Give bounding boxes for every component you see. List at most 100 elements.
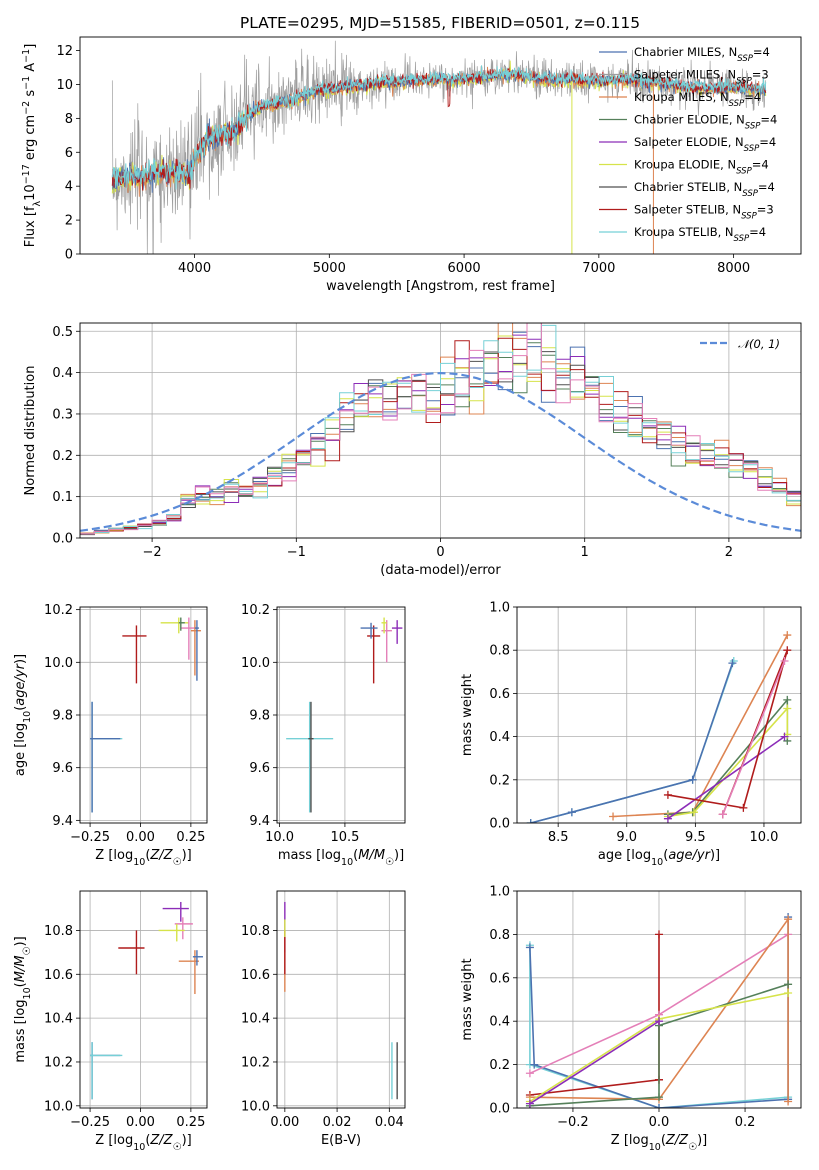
label-part: )] xyxy=(182,848,192,863)
series-point-marker xyxy=(783,631,792,640)
legend-tail: =4 xyxy=(753,45,770,59)
x-axis-label: age [log10(age/yr)] xyxy=(598,848,720,868)
legend-tail: =4 xyxy=(752,158,769,172)
errorbar-group xyxy=(90,901,203,1100)
label-part: )] xyxy=(710,848,720,863)
label-part: age [log xyxy=(598,848,651,863)
x-tick-label: 0.00 xyxy=(126,830,155,845)
label-part: mass [log xyxy=(278,848,341,863)
legend-tail: =4 xyxy=(744,90,761,104)
label-part: A xyxy=(23,63,38,76)
x-axis-label: Z [log10(Z/Z☉)] xyxy=(95,1133,191,1153)
label-part: mass [log xyxy=(13,999,28,1062)
y-tick-label: 0.8 xyxy=(489,644,510,659)
y-tick-label: 12 xyxy=(56,44,73,59)
series-point-marker xyxy=(609,812,618,821)
label-part: ( xyxy=(13,982,28,987)
panel-spectrum: 4000 5000 6000 7000 8000 0 2 4 6 8 10 12 Chabrier MI… xyxy=(21,36,802,294)
legend-sub: SSP xyxy=(744,144,760,154)
legend-entry: Kroupa MILES, NSSP=4 xyxy=(634,90,761,109)
label-part: Z/Z xyxy=(665,1133,689,1148)
series-line xyxy=(530,662,734,823)
y-tick-label: 6 xyxy=(65,146,73,161)
x-tick-label: 10.0 xyxy=(749,830,778,845)
x-tick-label: 0.0 xyxy=(649,1115,670,1130)
y-tick-label: 10.0 xyxy=(44,656,73,671)
label-part: Z/Z xyxy=(149,1133,173,1148)
series-line xyxy=(722,660,786,815)
series-point-marker xyxy=(784,915,793,924)
label-part: 10 xyxy=(341,857,353,868)
y-tick-label: 0.8 xyxy=(489,928,510,943)
legend-entry: Salpeter ELODIE, NSSP=4 xyxy=(634,135,776,154)
legend-text: Kroupa MILES, N xyxy=(634,90,729,104)
series-line xyxy=(612,634,789,818)
legend-sub: SSP xyxy=(729,99,745,109)
label-part: λ xyxy=(32,200,43,206)
label-part: 10 xyxy=(133,1142,145,1153)
series-point-marker xyxy=(780,732,789,741)
series-point-marker xyxy=(525,943,534,952)
histogram-step-line xyxy=(80,331,801,535)
x-axis-label: mass [log10(M/M☉)] xyxy=(278,848,404,868)
legend-sub: SSP xyxy=(736,167,752,177)
label-part: ( xyxy=(661,1133,666,1148)
x-tick-label: 10.0 xyxy=(265,830,294,845)
y-axis-label: Normed distribution xyxy=(23,366,38,496)
series-point-marker xyxy=(663,814,672,823)
series-point-marker xyxy=(780,657,789,665)
label-part: )] xyxy=(13,936,28,946)
x-tick-label: 0.25 xyxy=(176,830,205,845)
legend-tail: =4 xyxy=(759,135,776,149)
spectrum-lines xyxy=(111,40,767,254)
series-point-marker xyxy=(530,1060,539,1069)
x-axis-label: Z [log10(Z/Z☉)] xyxy=(611,1133,707,1153)
legend-text: Chabrier ELODIE, N xyxy=(634,113,745,127)
y-tick-label: 2 xyxy=(65,214,73,229)
series-line xyxy=(529,983,789,1107)
x-tick-label: 0.04 xyxy=(375,1115,404,1130)
y-tick-label: 1.0 xyxy=(489,601,510,616)
y-axis-label: mass weight xyxy=(460,674,475,756)
series-point-marker xyxy=(655,1017,663,1026)
axes-frame xyxy=(516,890,802,1109)
figure-title: PLATE=0295, MJD=51585, FIBERID=0501, z=0… xyxy=(240,14,640,32)
histogram-step-line xyxy=(80,342,801,535)
series-point-marker xyxy=(718,810,727,819)
histogram-group xyxy=(80,323,801,536)
errorbar-group xyxy=(284,901,398,1100)
x-tick-label: 0.25 xyxy=(176,1115,205,1130)
x-tick-label: 4000 xyxy=(178,261,211,276)
series-point-marker xyxy=(663,790,672,799)
x-tick-label: 8.5 xyxy=(548,830,569,845)
y-tick-label: 10.8 xyxy=(241,924,270,939)
label-part: Z/Z xyxy=(149,848,173,863)
y-tick-label: 0.6 xyxy=(489,971,510,986)
label-part: 10 xyxy=(23,184,38,201)
series-point-marker xyxy=(784,980,793,989)
series-point-marker xyxy=(689,808,698,817)
label-part: ( xyxy=(145,848,150,863)
label-part: ( xyxy=(145,1133,150,1148)
y-tick-label: 9.6 xyxy=(249,761,270,776)
y-tick-label: 10.6 xyxy=(241,968,270,983)
x-axis-label: (data-model)/error xyxy=(380,563,501,578)
x-tick-label: 10.5 xyxy=(330,830,359,845)
y-tick-label: 9.8 xyxy=(249,709,270,724)
series-point-marker xyxy=(655,1093,663,1102)
x-tick-label: 0.00 xyxy=(126,1115,155,1130)
legend-entry: Chabrier ELODIE, NSSP=4 xyxy=(634,113,777,132)
label-part: E(B-V) xyxy=(321,1133,361,1148)
y-tick-label: 0.0 xyxy=(52,532,73,547)
y-tick-label: 0.1 xyxy=(52,490,73,505)
label-part: ☉ xyxy=(173,857,182,868)
x-tick-label: 9.0 xyxy=(616,830,637,845)
label-part: Z [log xyxy=(611,1133,649,1148)
y-tick-label: 1.0 xyxy=(489,885,510,900)
panel-weight-vs-Z: −0.2 0.0 0.2 0.0 0.2 0.4 0.6 0.8 1.0 Z [log10(Z/Z… xyxy=(460,885,802,1153)
histogram-step-line xyxy=(80,335,801,535)
x-tick-label: 0 xyxy=(436,545,444,560)
label-part: mass weight xyxy=(460,958,475,1040)
errorbar-group xyxy=(286,617,403,813)
